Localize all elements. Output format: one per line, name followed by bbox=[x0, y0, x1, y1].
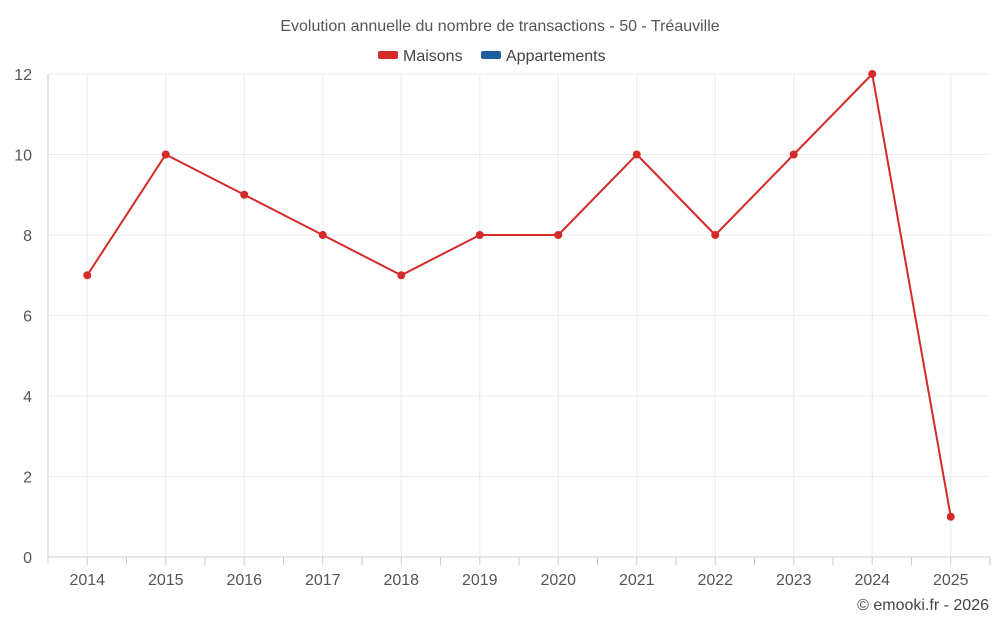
x-tick-label: 2019 bbox=[462, 572, 498, 589]
y-tick-label: 6 bbox=[23, 309, 32, 326]
data-point-2018[interactable] bbox=[397, 271, 406, 280]
data-point-2021[interactable] bbox=[632, 150, 641, 159]
legend-item-maisons[interactable]: Maisons bbox=[378, 48, 463, 65]
data-point-2015[interactable] bbox=[161, 150, 170, 159]
x-tick-label: 2016 bbox=[226, 572, 262, 589]
x-tick-label: 2017 bbox=[305, 572, 341, 589]
x-tick-label: 2014 bbox=[69, 572, 105, 589]
credit-text: © emooki.fr - 2026 bbox=[857, 597, 989, 614]
x-tick-label: 2025 bbox=[933, 572, 969, 589]
data-point-2016[interactable] bbox=[240, 190, 249, 199]
x-axis-ticks: 2014 2015 2016 2017 2018 2019 2020 2021 2022 2023… bbox=[69, 572, 968, 589]
x-tick-label: 2022 bbox=[697, 572, 733, 589]
y-tick-label: 4 bbox=[23, 389, 32, 406]
data-point-2025[interactable] bbox=[946, 512, 955, 521]
y-tick-label: 0 bbox=[23, 550, 32, 567]
legend-label-appartements: Appartements bbox=[506, 48, 606, 65]
data-point-2017[interactable] bbox=[318, 231, 327, 239]
data-point-2020[interactable] bbox=[554, 231, 563, 239]
legend-swatch-maisons bbox=[378, 51, 398, 59]
axes bbox=[47, 74, 991, 565]
data-point-2024[interactable] bbox=[868, 70, 877, 78]
series-line-maisons bbox=[86, 73, 952, 517]
x-tick-label: 2015 bbox=[148, 572, 184, 589]
data-point-2019[interactable] bbox=[475, 231, 484, 239]
data-point-2023[interactable] bbox=[789, 150, 798, 159]
legend-label-maisons: Maisons bbox=[403, 48, 463, 65]
series bbox=[83, 70, 955, 521]
legend-swatch-appartements bbox=[481, 51, 501, 59]
y-tick-label: 2 bbox=[23, 470, 32, 487]
grid bbox=[48, 73, 990, 557]
legend: Maisons Appartements bbox=[378, 48, 606, 65]
data-point-2014[interactable] bbox=[83, 271, 92, 280]
x-tick-label: 2020 bbox=[540, 572, 576, 589]
chart-title: Evolution annuelle du nombre de transact… bbox=[280, 18, 719, 35]
data-point-2022[interactable] bbox=[711, 231, 720, 239]
legend-item-appartements[interactable]: Appartements bbox=[481, 48, 606, 65]
y-tick-label: 12 bbox=[14, 67, 32, 84]
x-tick-label: 2018 bbox=[383, 572, 419, 589]
y-axis-ticks: 0 2 4 6 8 10 12 bbox=[14, 67, 32, 567]
y-tick-label: 8 bbox=[23, 228, 32, 245]
x-tick-label: 2024 bbox=[854, 572, 890, 589]
y-tick-label: 10 bbox=[14, 148, 32, 165]
x-tick-label: 2023 bbox=[776, 572, 812, 589]
x-tick-label: 2021 bbox=[619, 572, 655, 589]
